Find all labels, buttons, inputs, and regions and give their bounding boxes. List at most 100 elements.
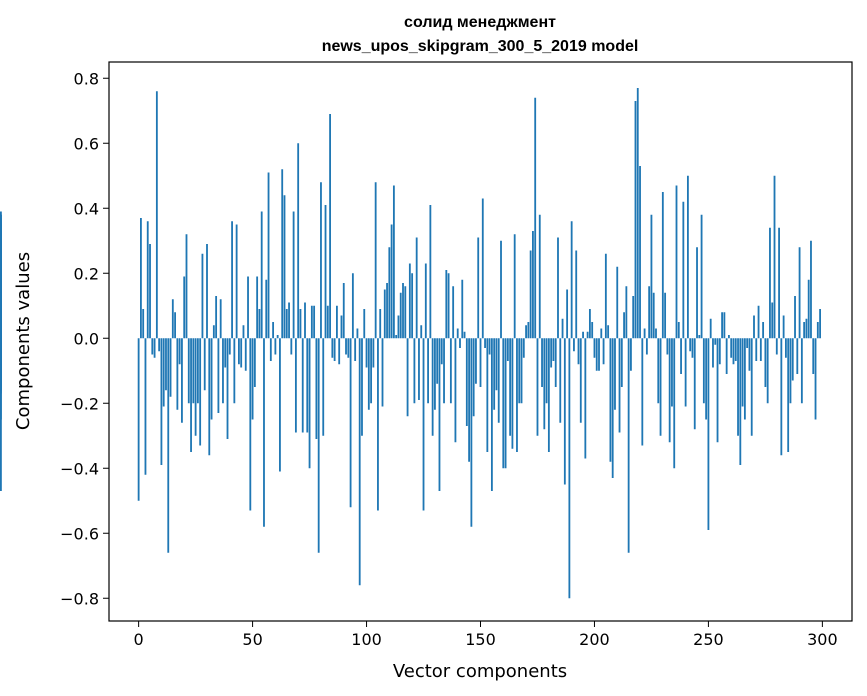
bar-component-152: [484, 338, 486, 348]
bar-component-62: [279, 338, 281, 472]
bar-component-undefined: [0, 338, 2, 491]
y-tick-label: 0.0: [74, 329, 99, 348]
bar-component-257: [723, 312, 726, 339]
bar-component-67: [290, 338, 293, 355]
bar-component-27: [199, 338, 202, 446]
bar-component-213: [623, 312, 625, 339]
bar-component-197: [586, 331, 589, 339]
bar-component-156: [493, 338, 496, 410]
bar-component-72: [301, 338, 304, 433]
bar-component-112: [392, 185, 395, 339]
bar-component-65: [285, 309, 288, 339]
bar-component-74: [306, 338, 309, 433]
bar-component-261: [732, 338, 735, 365]
bar-component-111: [390, 224, 393, 339]
bar-component-268: [748, 338, 751, 371]
bar-component-233: [668, 338, 671, 443]
bar-component-224: [648, 286, 651, 339]
bar-component-275: [764, 338, 767, 387]
bar-component-78: [315, 338, 318, 439]
bar-component-279: [773, 175, 776, 339]
bar-component-273: [759, 338, 762, 361]
bar-component-110: [388, 247, 391, 339]
bar-component-217: [632, 296, 635, 339]
bar-component-142: [461, 279, 464, 339]
bar-component-82: [324, 205, 327, 339]
bar-component-298: [816, 322, 819, 339]
bar-component-87: [336, 305, 338, 339]
bar-component-259: [728, 335, 730, 339]
bar-component-276: [766, 338, 769, 404]
bar-component-31: [208, 338, 211, 456]
bar-component-105: [377, 338, 379, 511]
bar-component-246: [698, 335, 701, 339]
bar-component-225: [650, 214, 653, 339]
bar-component-140: [456, 328, 459, 339]
bar-component-191: [573, 338, 575, 352]
bar-component-39: [226, 338, 229, 439]
bar-component-35: [217, 338, 220, 413]
bar-component-183: [554, 338, 557, 387]
bar-component-155: [490, 338, 493, 491]
bar-component-147: [472, 338, 475, 417]
bar-component-239: [682, 201, 685, 339]
bar-component-56: [265, 279, 268, 339]
bar-component-249: [705, 338, 708, 420]
bar-component-185: [559, 338, 562, 423]
bar-component-215: [627, 338, 630, 553]
bar-component-106: [379, 309, 382, 339]
bar-component-202: [598, 338, 600, 371]
bar-component-220: [639, 166, 641, 339]
bar-component-173: [532, 231, 534, 339]
y-tick-label: −0.8: [60, 589, 99, 608]
bar-component-5: [149, 244, 151, 339]
bar-component-40: [228, 338, 231, 355]
bar-component-182: [552, 338, 555, 361]
bar-component-193: [577, 338, 580, 365]
bar-component-177: [541, 338, 543, 387]
bar-component-170: [525, 325, 527, 339]
bar-component-96: [356, 328, 359, 339]
x-tick-label: 50: [242, 630, 262, 649]
bar-component-160: [502, 338, 505, 469]
bar-component-95: [354, 338, 357, 361]
bar-component-124: [420, 325, 423, 339]
bar-component-186: [561, 318, 564, 339]
bar-component-2: [142, 309, 145, 339]
bar-component-47: [244, 338, 247, 371]
bar-component-94: [351, 273, 354, 339]
bar-component-36: [219, 299, 222, 339]
bar-component-44: [238, 338, 240, 365]
bar-component-136: [447, 273, 450, 339]
bar-component-254: [716, 338, 719, 443]
bar-component-168: [520, 338, 523, 404]
bar-component-84: [329, 114, 331, 339]
bar-component-297: [814, 338, 817, 420]
bar-component-214: [625, 286, 628, 339]
bar-component-260: [730, 338, 733, 358]
bar-component-252: [712, 338, 714, 368]
bar-component-278: [771, 302, 774, 339]
bar-component-285: [787, 338, 790, 452]
bar-component-132: [438, 338, 441, 491]
chart-subtitle: news_upos_skipgram_300_5_2019 model: [322, 38, 639, 55]
bar-component-88: [338, 338, 341, 365]
bar-component-179: [545, 338, 548, 404]
bar-component-81: [322, 338, 325, 436]
bar-component-216: [630, 338, 632, 371]
bar-component-120: [411, 273, 414, 339]
bar-component-19: [181, 338, 183, 423]
bar-component-289: [796, 338, 799, 374]
y-tick-label: −0.4: [60, 459, 99, 478]
bar-component-127: [427, 338, 429, 404]
bar-component-262: [734, 338, 737, 361]
bar-component-91: [345, 338, 347, 355]
bar-component-79: [317, 338, 320, 553]
bar-component-272: [757, 305, 760, 339]
x-axis-ticks: 0 50 100 150 200 250 300: [134, 621, 838, 649]
bar-component-256: [721, 312, 723, 339]
bar-component-25: [194, 338, 197, 436]
bar-component-283: [782, 315, 785, 339]
bar-component-230: [661, 192, 664, 339]
bar-component-68: [292, 211, 295, 339]
